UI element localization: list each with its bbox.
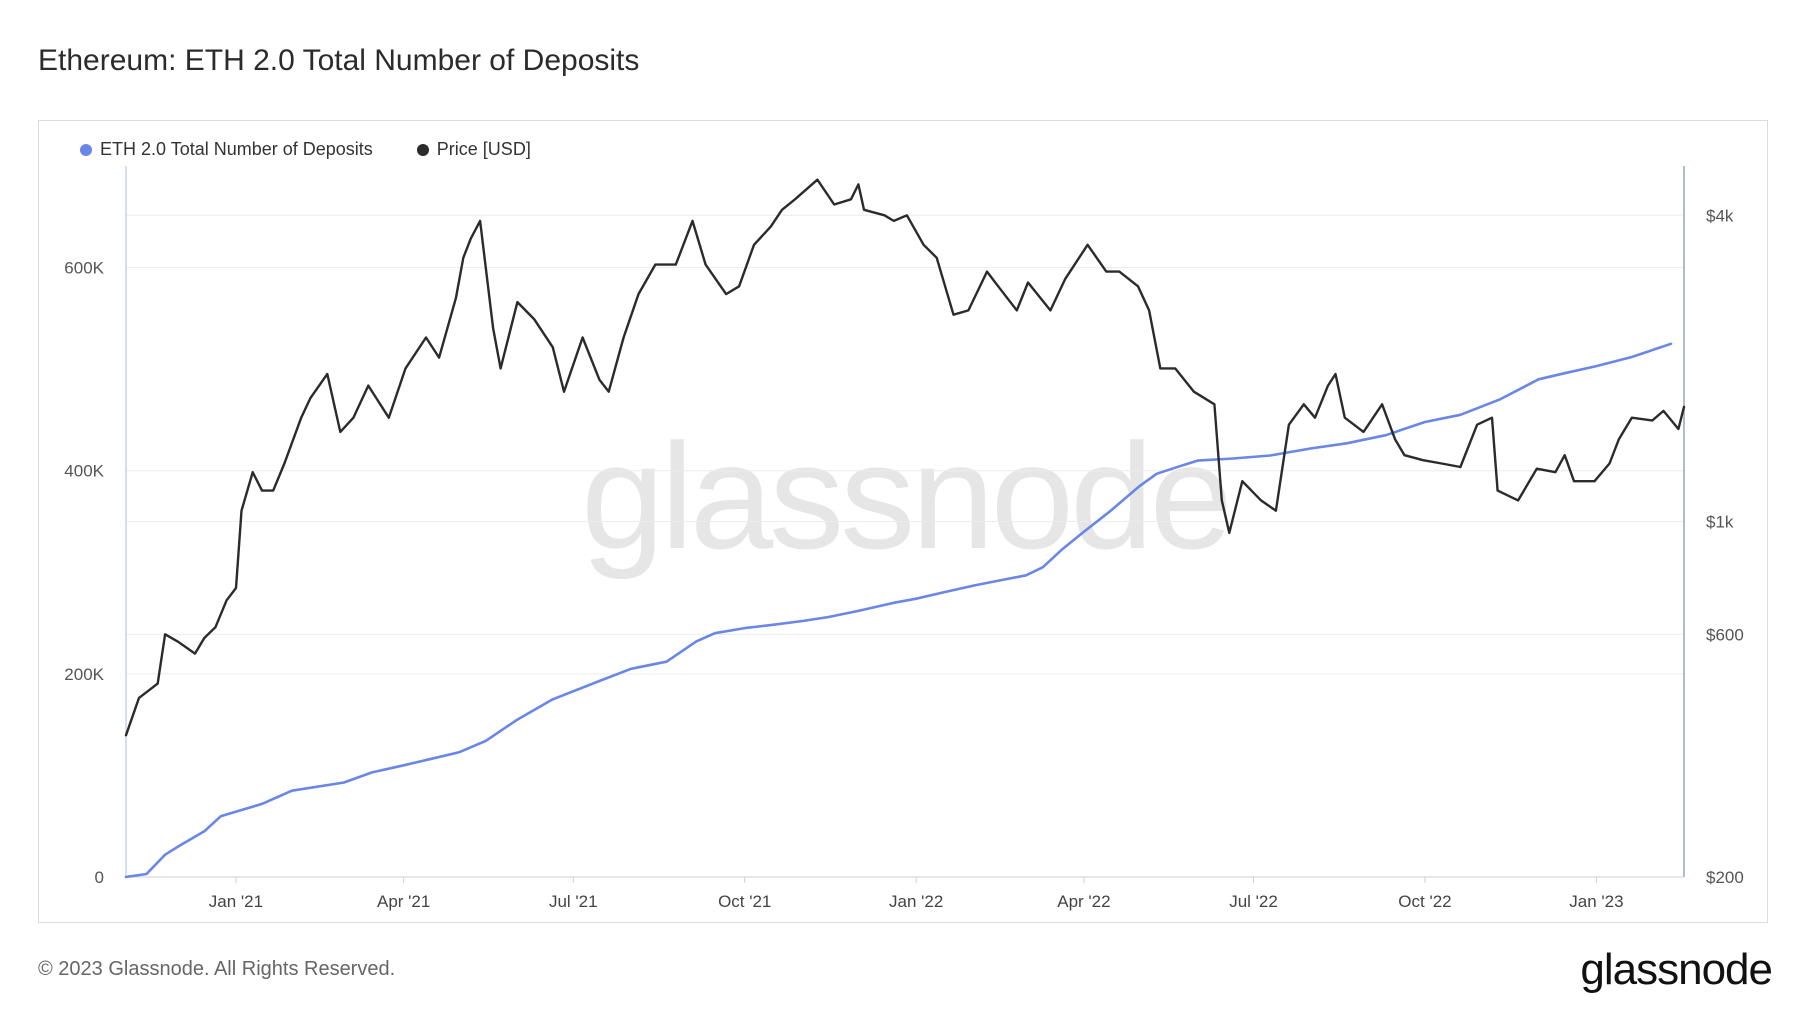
legend-label-price: Price [USD]	[436, 139, 531, 159]
chart-frame	[38, 120, 1768, 923]
copyright-footer: © 2023 Glassnode. All Rights Reserved.	[38, 958, 396, 980]
legend-label-deposits: ETH 2.0 Total Number of Deposits	[100, 139, 373, 159]
legend-item-price[interactable]: Price [USD]	[416, 139, 531, 160]
legend-dot-price	[416, 143, 429, 156]
glassnode-logo: glassnode	[1580, 945, 1773, 994]
chart-title: Ethereum: ETH 2.0 Total Number of Deposi…	[38, 44, 640, 77]
legend-dot-deposits	[80, 143, 92, 156]
legend-item-deposits[interactable]: ETH 2.0 Total Number of Deposits	[80, 139, 373, 160]
legend: ETH 2.0 Total Number of Deposits Price […	[80, 139, 531, 160]
